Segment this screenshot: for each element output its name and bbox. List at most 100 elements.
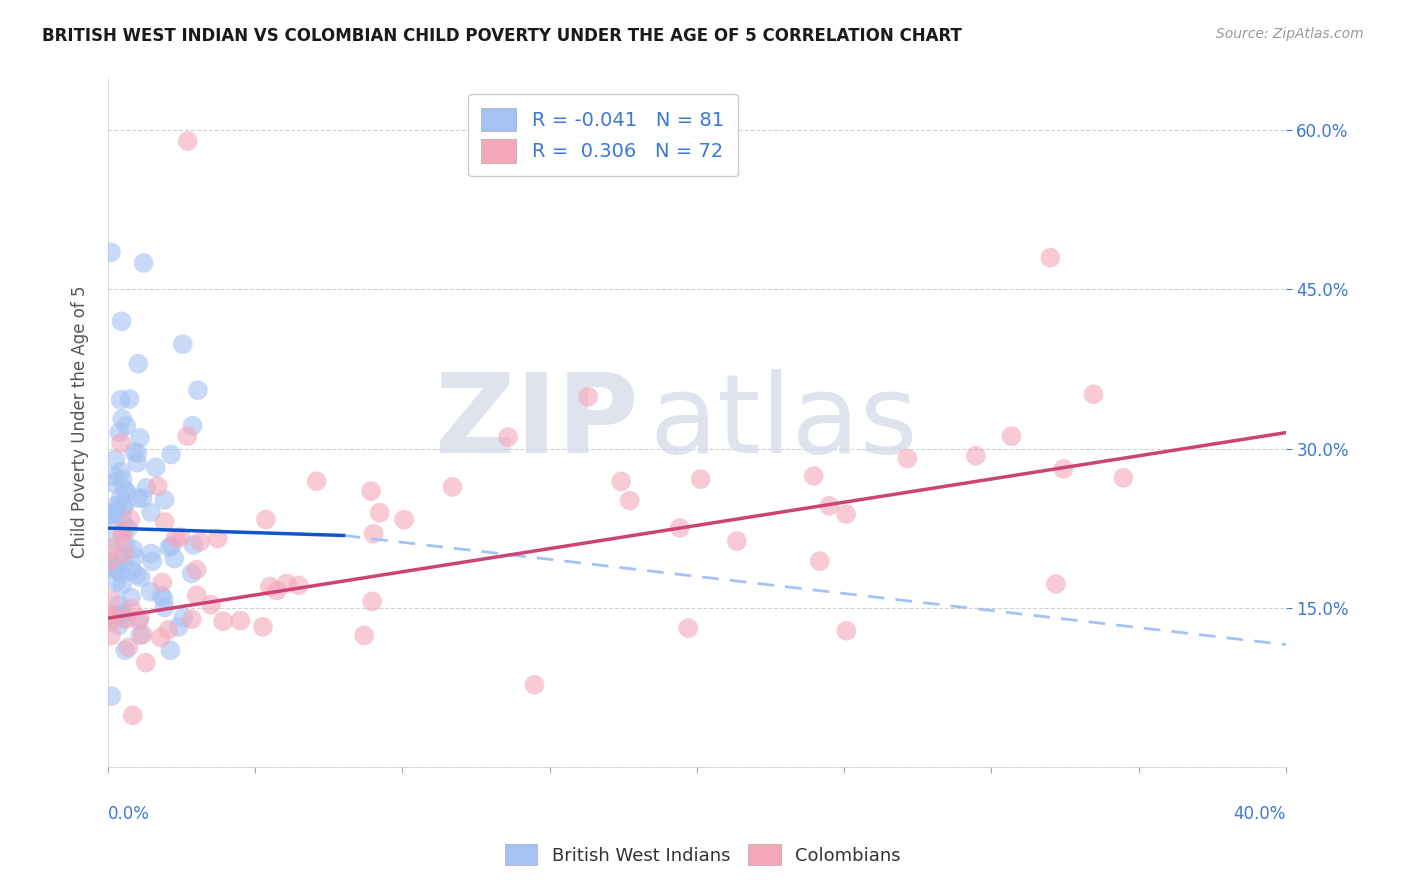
- Point: [112, 556, 135, 570]
- Point: [114, 520, 136, 534]
- Point: [128, 614, 150, 628]
- Text: atlas: atlas: [650, 368, 918, 475]
- Point: [112, 483, 135, 497]
- Point: [121, 602, 143, 616]
- Point: [360, 484, 382, 499]
- Point: [361, 594, 384, 608]
- Point: [100, 689, 122, 703]
- Point: [965, 449, 987, 463]
- Point: [100, 609, 122, 624]
- Point: [131, 627, 153, 641]
- Point: [120, 512, 142, 526]
- Point: [188, 534, 211, 549]
- Point: [135, 481, 157, 495]
- Point: [818, 499, 841, 513]
- Point: [103, 562, 125, 576]
- Point: [139, 505, 162, 519]
- Point: [153, 515, 176, 529]
- Point: [163, 551, 186, 566]
- Point: [105, 575, 128, 590]
- Point: [207, 532, 229, 546]
- Point: [180, 612, 202, 626]
- Legend: British West Indians, Colombians: British West Indians, Colombians: [496, 835, 910, 874]
- Point: [129, 628, 152, 642]
- Point: [108, 548, 131, 562]
- Point: [127, 357, 149, 371]
- Point: [103, 476, 125, 491]
- Point: [111, 528, 134, 542]
- Point: [114, 643, 136, 657]
- Point: [110, 314, 132, 328]
- Point: [112, 500, 135, 514]
- Point: [117, 522, 139, 536]
- Point: [1045, 577, 1067, 591]
- Point: [153, 492, 176, 507]
- Point: [105, 498, 128, 512]
- Point: [115, 612, 138, 626]
- Point: [111, 412, 134, 426]
- Point: [159, 643, 181, 657]
- Point: [145, 460, 167, 475]
- Point: [112, 546, 135, 560]
- Point: [114, 536, 136, 550]
- Point: [131, 491, 153, 505]
- Point: [363, 526, 385, 541]
- Point: [496, 430, 519, 444]
- Point: [101, 509, 124, 524]
- Point: [127, 491, 149, 505]
- Point: [107, 608, 129, 623]
- Point: [128, 431, 150, 445]
- Point: [104, 452, 127, 467]
- Point: [1083, 387, 1105, 401]
- Point: [103, 469, 125, 483]
- Point: [896, 451, 918, 466]
- Point: [100, 508, 122, 522]
- Point: [120, 591, 142, 605]
- Point: [100, 554, 122, 568]
- Point: [111, 578, 134, 592]
- Point: [127, 446, 149, 460]
- Point: [101, 608, 124, 623]
- Point: [100, 629, 122, 643]
- Text: 0.0%: 0.0%: [108, 805, 150, 823]
- Point: [1112, 471, 1135, 485]
- Point: [172, 337, 194, 351]
- Point: [104, 504, 127, 518]
- Point: [808, 554, 831, 568]
- Point: [100, 615, 122, 629]
- Point: [108, 598, 131, 612]
- Point: [100, 541, 122, 555]
- Point: [157, 623, 180, 637]
- Point: [183, 538, 205, 552]
- Point: [115, 418, 138, 433]
- Point: [200, 598, 222, 612]
- Point: [392, 513, 415, 527]
- Point: [149, 631, 172, 645]
- Point: [835, 507, 858, 521]
- Point: [110, 491, 132, 505]
- Point: [146, 479, 169, 493]
- Point: [141, 554, 163, 568]
- Point: [108, 425, 131, 440]
- Point: [254, 512, 277, 526]
- Point: [127, 456, 149, 470]
- Point: [111, 524, 134, 539]
- Point: [100, 593, 122, 607]
- Point: [110, 436, 132, 450]
- Point: [172, 610, 194, 624]
- Point: [523, 678, 546, 692]
- Point: [111, 472, 134, 486]
- Point: [160, 539, 183, 553]
- Text: BRITISH WEST INDIAN VS COLOMBIAN CHILD POVERTY UNDER THE AGE OF 5 CORRELATION CH: BRITISH WEST INDIAN VS COLOMBIAN CHILD P…: [42, 27, 962, 45]
- Point: [668, 521, 690, 535]
- Point: [150, 575, 173, 590]
- Point: [108, 618, 131, 632]
- Point: [181, 418, 204, 433]
- Point: [100, 533, 122, 547]
- Point: [100, 559, 122, 574]
- Point: [187, 383, 209, 397]
- Text: 40.0%: 40.0%: [1233, 805, 1286, 823]
- Point: [122, 444, 145, 458]
- Point: [118, 392, 141, 406]
- Point: [121, 708, 143, 723]
